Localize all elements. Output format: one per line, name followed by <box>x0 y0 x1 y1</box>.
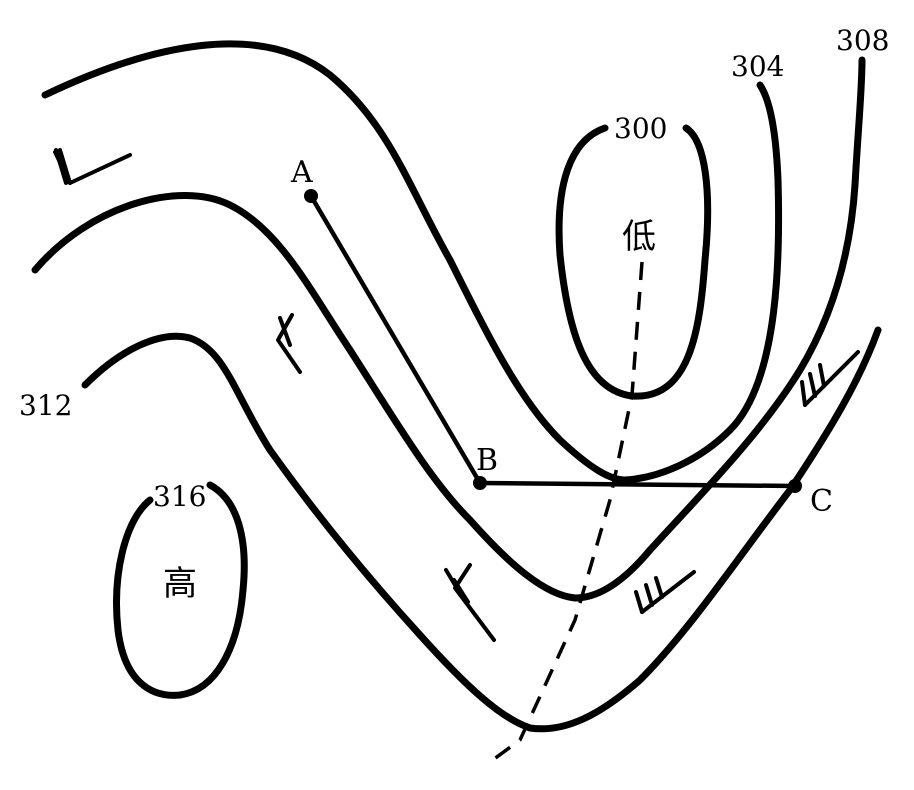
wind-barb-5 <box>634 570 696 614</box>
isobar-316 <box>113 481 248 699</box>
point-c-marker <box>788 479 802 493</box>
segment-ab <box>308 193 483 486</box>
wind-barb-4 <box>800 350 860 407</box>
label-308: 308 <box>836 24 889 57</box>
trough-line <box>488 261 644 764</box>
wind-barb-2 <box>276 313 302 374</box>
isobar-304 <box>41 40 783 484</box>
isobar-312 <box>81 326 882 733</box>
label-316: 316 <box>153 480 206 513</box>
wind-barb-3 <box>444 563 496 642</box>
label-high-center: 高 <box>163 564 197 604</box>
label-point-c: C <box>810 484 833 519</box>
label-300: 300 <box>614 112 667 145</box>
label-low-center: 低 <box>622 217 656 257</box>
point-b-marker <box>473 476 487 490</box>
label-point-b: B <box>476 443 498 478</box>
segment-bc <box>477 480 798 489</box>
isobar-308 <box>31 56 866 602</box>
label-312: 312 <box>19 389 72 422</box>
wind-barb-1 <box>53 148 132 185</box>
point-a-marker <box>304 189 318 203</box>
label-point-a: A <box>290 155 313 190</box>
label-304: 304 <box>731 50 784 83</box>
